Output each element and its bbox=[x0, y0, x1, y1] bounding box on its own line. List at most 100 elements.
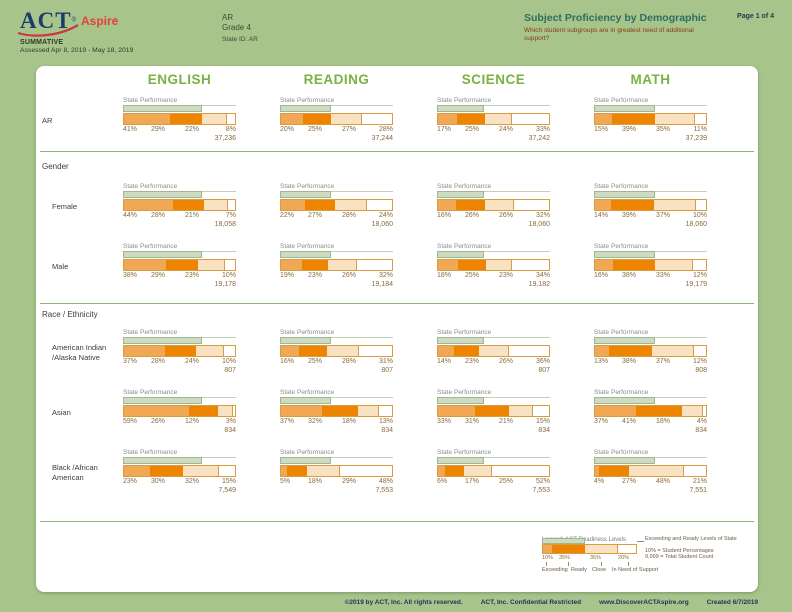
bar-segment-in-need bbox=[701, 406, 706, 416]
bar-segment-close bbox=[357, 406, 378, 416]
bar-segment-close bbox=[326, 346, 358, 356]
percent-label-exceeding: 37% bbox=[280, 418, 295, 425]
percent-label-in-need: 34% bbox=[535, 272, 550, 279]
state-reference-track bbox=[123, 397, 236, 405]
footer-confidential: ACT, Inc. Confidential Restricted bbox=[480, 599, 582, 606]
percent-label-exceeding: 14% bbox=[594, 212, 609, 219]
percent-label-in-need: 52% bbox=[535, 478, 550, 485]
bar-segment-ready bbox=[302, 260, 328, 270]
percent-label-in-need: 12% bbox=[692, 358, 707, 365]
total-student-count: 18,060 bbox=[371, 221, 393, 228]
state-reference-track bbox=[594, 397, 707, 405]
performance-cell: State Performance 37% 41% 18% 4% 834 bbox=[594, 389, 751, 436]
percent-label-exceeding: 18% bbox=[437, 272, 452, 279]
legend-percent-label: 10% bbox=[542, 555, 554, 561]
total-student-count: 834 bbox=[224, 427, 236, 434]
report-title: Subject Proficiency by Demographic bbox=[524, 12, 707, 24]
bar-segment-ready bbox=[610, 200, 654, 210]
bar-segment-ready bbox=[303, 114, 331, 124]
readiness-bar bbox=[594, 113, 707, 125]
bar-segment-close bbox=[479, 346, 508, 356]
percent-label-close: 26% bbox=[341, 272, 356, 279]
state-performance-label: State Performance bbox=[594, 183, 649, 190]
state-performance-label: State Performance bbox=[280, 243, 335, 250]
subject-header-math: MATH bbox=[630, 72, 671, 87]
percent-label-close: 12% bbox=[184, 418, 199, 425]
bar-segment-ready bbox=[305, 200, 335, 210]
assessment-window: Assessed Apr 8, 2019 - May 18, 2019 bbox=[20, 47, 134, 54]
bar-segment-in-need bbox=[511, 114, 548, 124]
demographic-grid: AR State Performance 41% 29% 22% 8% 37,236 Stat… bbox=[36, 97, 758, 522]
readiness-bar bbox=[594, 259, 707, 271]
total-student-count: 37,242 bbox=[528, 135, 550, 142]
bar-segment-ready bbox=[189, 406, 219, 416]
percent-label-close: 21% bbox=[498, 418, 513, 425]
bar-segment-ready bbox=[457, 260, 486, 270]
legend-ticks bbox=[542, 562, 637, 567]
total-student-count: 7,551 bbox=[689, 487, 707, 494]
percent-label-ready: 25% bbox=[307, 126, 322, 133]
percent-label-close: 37% bbox=[655, 212, 670, 219]
legend-sample-chart: 10% 35% 35% 20% Exceeding Ready Close In Need … bbox=[542, 538, 658, 574]
percent-label-exceeding: 14% bbox=[437, 358, 452, 365]
percent-label-close: 28% bbox=[341, 358, 356, 365]
bar-segment-close bbox=[463, 466, 492, 476]
percent-row: 17% 25% 24% 33% bbox=[437, 126, 550, 135]
subject-column: ENGLISH bbox=[123, 72, 280, 92]
state-performance-label: State Performance bbox=[437, 97, 492, 104]
state-reference-bar bbox=[437, 397, 485, 404]
bar-segment-in-need bbox=[338, 466, 392, 476]
state-reference-track bbox=[437, 397, 550, 405]
bar-segment-in-need bbox=[218, 466, 235, 476]
total-student-count: 19,178 bbox=[214, 281, 236, 288]
total-student-count: 19,184 bbox=[371, 281, 393, 288]
legend-callout-line bbox=[637, 541, 644, 542]
state-reference-bar bbox=[437, 337, 485, 344]
bar-segment-close bbox=[334, 200, 366, 210]
total-student-count: 18,060 bbox=[528, 221, 550, 228]
state-performance-label: State Performance bbox=[437, 329, 492, 336]
performance-cell: State Performance 41% 29% 22% 8% 37,236 bbox=[123, 97, 280, 144]
state-performance-label: State Performance bbox=[280, 183, 335, 190]
percent-label-close: 23% bbox=[498, 272, 513, 279]
percent-label-exceeding: 19% bbox=[280, 272, 295, 279]
bar-segment-ready bbox=[149, 466, 183, 476]
subject-headers-row: ENGLISH READING SCIENCE MATH bbox=[36, 66, 758, 92]
bar-segment-in-need bbox=[357, 346, 392, 356]
subject-header-spacer bbox=[36, 72, 123, 92]
row-label-line: American bbox=[52, 472, 84, 482]
state-performance-label: State Performance bbox=[123, 97, 178, 104]
demo-row: Black /African American State Performance 2… bbox=[36, 449, 758, 496]
state-performance-label: State Performance bbox=[280, 449, 335, 456]
bar-segment-in-need bbox=[377, 406, 392, 416]
state-reference-bar bbox=[123, 457, 203, 464]
performance-cell: State Performance 22% 27% 28% 24% 18,060 bbox=[280, 183, 437, 230]
readiness-bar bbox=[594, 345, 707, 357]
state-reference-track bbox=[280, 251, 393, 259]
total-student-count: 834 bbox=[695, 427, 707, 434]
bar-segment-in-need bbox=[227, 200, 235, 210]
percent-label-in-need: 11% bbox=[693, 126, 708, 133]
bar-segment-exceeding bbox=[281, 346, 299, 356]
readiness-bar bbox=[123, 199, 236, 211]
bar-segment-exceeding bbox=[281, 466, 287, 476]
performance-chart: State Performance 17% 25% 24% 33% 37,242 bbox=[437, 97, 550, 143]
bar-segment-exceeding bbox=[595, 200, 611, 210]
percent-label-exceeding: 59% bbox=[123, 418, 138, 425]
row-label-line: /Alaska Native bbox=[52, 352, 100, 362]
state-reference-track bbox=[594, 337, 707, 345]
state-reference-track bbox=[594, 105, 707, 113]
demo-row: Female State Performance 44% 28% 21% 7% 18,058… bbox=[36, 183, 758, 230]
percent-label-close: 35% bbox=[655, 126, 670, 133]
percent-label-close: 26% bbox=[498, 358, 513, 365]
state-reference-bar bbox=[437, 105, 485, 112]
org-state-id: State ID: AR bbox=[222, 36, 258, 43]
state-performance-label: State Performance bbox=[280, 97, 335, 104]
subject-header-english: ENGLISH bbox=[147, 72, 212, 87]
readiness-bar bbox=[280, 113, 393, 125]
bar-segment-ready bbox=[612, 260, 655, 270]
report-question: Which student subgroups are in greatest … bbox=[524, 27, 694, 43]
percent-label-ready: 31% bbox=[464, 418, 479, 425]
percent-label-exceeding: 4% bbox=[594, 478, 605, 485]
percent-label-in-need: 10% bbox=[221, 358, 236, 365]
